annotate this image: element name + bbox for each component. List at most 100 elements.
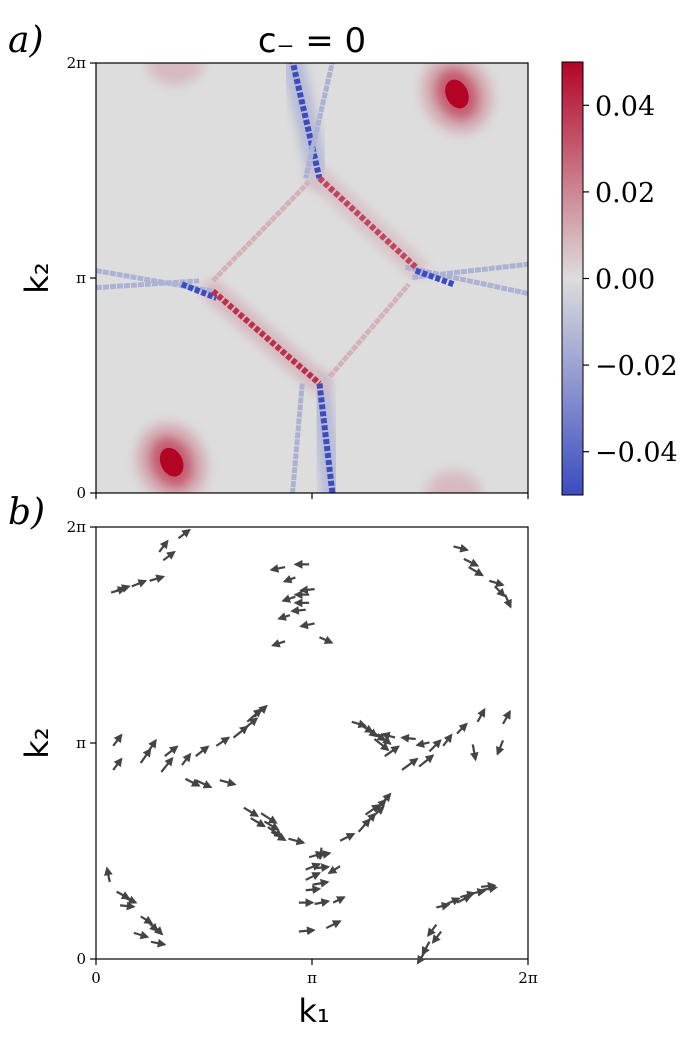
- quiver-arrow: [456, 722, 468, 735]
- quiver-arrow: [364, 803, 381, 816]
- quiver-arrow: [381, 731, 396, 741]
- quiver-panel: 0 π 2π 0 π 2π k₁ k₂: [18, 518, 538, 1030]
- heatmap-hotspot-faint: [147, 63, 204, 86]
- colorbar-gradient: [561, 61, 584, 496]
- quiver-arrow: [436, 901, 451, 911]
- quiver-arrow: [332, 896, 346, 905]
- quiver-arrow: [133, 930, 150, 940]
- quiver-arrow: [271, 639, 286, 648]
- colorbar-tick-label: 0.02: [595, 178, 655, 209]
- heatmap-line: [211, 179, 311, 283]
- quiver-arrow: [416, 951, 426, 965]
- quiver-arrow: [415, 739, 430, 748]
- quiver-arrow: [305, 862, 322, 871]
- heatmap-line: [327, 282, 411, 379]
- heatmap-y-axis-label: k₂: [18, 262, 56, 293]
- quiver-arrow: [456, 894, 473, 904]
- colorbar-tick-label: 0.04: [595, 91, 655, 122]
- quiver-arrow: [277, 612, 291, 621]
- quiver-arrow: [162, 550, 176, 562]
- quiver-x-tick-label: π: [307, 969, 317, 987]
- quiver-arrow: [427, 923, 438, 938]
- quiver-arrow: [281, 594, 296, 603]
- quiver-x-tick-label: 2π: [518, 969, 538, 987]
- quiver-arrow: [299, 585, 315, 595]
- quiver-arrow: [104, 866, 113, 883]
- quiver-arrow: [288, 836, 306, 846]
- quiver-arrow: [184, 777, 201, 787]
- quiver-arrow: [146, 738, 157, 754]
- heatmap-line: [180, 281, 218, 301]
- quiver-arrow: [503, 594, 512, 609]
- quiver-arrow: [116, 584, 131, 593]
- quiver-arrow: [305, 885, 322, 894]
- quiver-arrow: [232, 725, 249, 739]
- quiver-x-tick-label: 0: [91, 969, 101, 987]
- quiver-arrow: [488, 578, 505, 588]
- quiver-arrow: [480, 881, 497, 891]
- quiver-arrow: [149, 574, 166, 583]
- heatmap-hotspot: [445, 79, 469, 109]
- quiver-arrow: [428, 739, 442, 753]
- heatmap-line: [290, 383, 305, 493]
- quiver-arrow: [312, 878, 330, 888]
- quiver-arrow: [470, 887, 487, 897]
- quiver-arrow: [299, 620, 315, 630]
- quiver-arrow: [219, 778, 237, 787]
- quiver-arrow: [496, 739, 505, 756]
- quiver-arrow: [373, 738, 390, 752]
- quiver-arrow: [476, 707, 486, 723]
- quiver-arrow: [401, 757, 419, 771]
- quiver-arrow: [463, 557, 480, 567]
- quiver-arrow: [250, 817, 266, 828]
- quiver-arrow: [151, 923, 164, 936]
- quiver-arrow: [316, 847, 326, 861]
- quiver-arrow: [195, 745, 210, 758]
- quiver-x-axis-label: k₁: [298, 992, 329, 1030]
- quiver-y-axis-label: k₂: [18, 727, 56, 758]
- quiver-arrow: [453, 543, 469, 553]
- quiver-arrow: [263, 820, 280, 831]
- quiver-arrow: [116, 890, 131, 900]
- heatmap-line: [316, 383, 336, 493]
- panel-a-label: a): [8, 20, 44, 61]
- colorbar-tick-label: −0.04: [595, 438, 678, 469]
- quiver-arrow: [195, 779, 213, 789]
- quiver-y-tick-label: 2π: [67, 518, 87, 536]
- quiver-arrow: [112, 733, 123, 747]
- quiver-arrow: [400, 733, 416, 743]
- heatmap-y-tick-label: 2π: [67, 54, 87, 72]
- heatmap-hotspot-faint: [425, 471, 482, 493]
- heatmap-hotspot: [159, 447, 184, 477]
- panel-b-label: b): [8, 492, 45, 533]
- quiver-arrow: [339, 832, 356, 842]
- quiver-y-tick-label: π: [76, 734, 86, 752]
- colorbar: 0.04 0.02 0.00 −0.02 −0.04: [561, 61, 678, 496]
- quiver-arrow: [305, 872, 322, 881]
- quiver-arrow: [418, 754, 435, 768]
- quiver-arrow: [164, 745, 179, 758]
- quiver-y-tick-label: 0: [76, 950, 86, 968]
- quiver-arrow: [243, 806, 260, 817]
- heatmap-title: c₋ = 0: [258, 21, 366, 61]
- colorbar-tick-label: 0.00: [595, 265, 655, 296]
- heatmap-plot-area: [96, 63, 528, 493]
- quiver-arrow: [468, 566, 484, 577]
- heatmap-line: [96, 278, 200, 291]
- quiver-arrow: [502, 709, 511, 725]
- heatmap-line: [289, 63, 323, 179]
- quiver-arrow: [298, 926, 316, 936]
- quiver-arrow: [431, 930, 443, 944]
- quiver-arrow: [384, 745, 400, 758]
- quiver-arrow: [177, 528, 191, 540]
- heatmap-line: [411, 261, 528, 280]
- heatmap-y-tick-label: π: [76, 269, 86, 287]
- quiver-arrow: [269, 564, 286, 573]
- quiver-arrow: [325, 920, 342, 930]
- quiver-arrow: [469, 744, 479, 762]
- quiver-plot-area: [95, 526, 529, 960]
- quiver-arrow: [363, 725, 378, 738]
- quiver-arrow: [319, 635, 334, 644]
- quiver-arrow: [181, 752, 192, 766]
